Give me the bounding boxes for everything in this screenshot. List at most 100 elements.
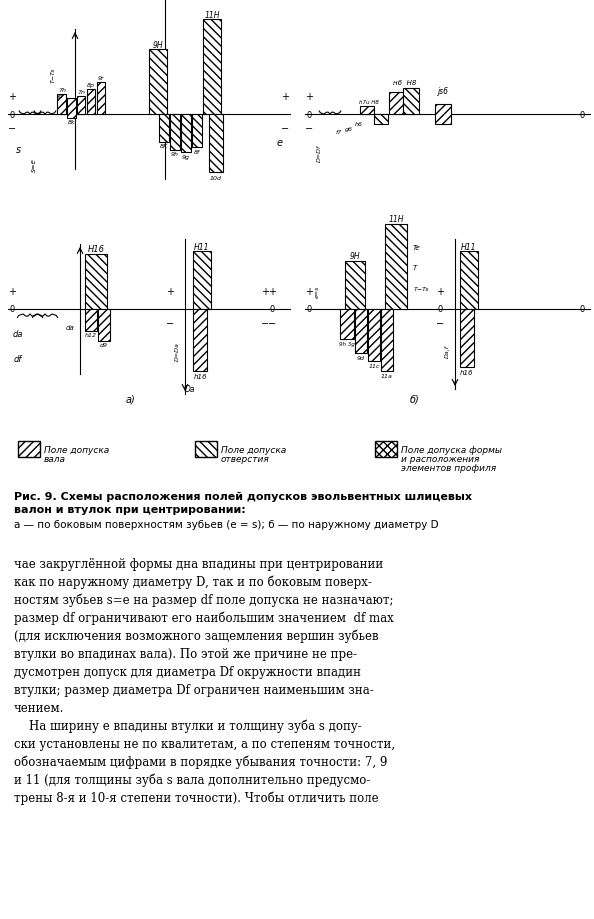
Text: da: da [65,324,74,331]
Text: 8p: 8p [87,84,95,88]
Bar [360,107,374,115]
Text: 9h: 9h [171,153,179,157]
Text: +: + [261,287,269,297]
Text: отверстия: отверстия [221,455,270,463]
Text: 8k: 8k [68,120,76,125]
Bar [403,89,419,115]
Text: T: T [413,265,417,271]
Text: Te: Te [413,244,421,251]
Bar [381,310,393,371]
Text: e: e [277,138,283,148]
Text: h7u H8: h7u H8 [359,99,379,105]
Text: а): а) [125,394,135,404]
Bar [374,115,388,125]
Text: 11H: 11H [204,10,220,19]
Bar [460,310,474,368]
Text: −: − [305,124,313,134]
Text: чением.: чением. [14,701,64,714]
Text: −: − [268,319,276,329]
Bar [355,310,367,354]
Text: а — по боковым поверхностям зубьев (е = s); б — по наружному диаметру D: а — по боковым поверхностям зубьев (е = … [14,519,438,529]
Text: 11а: 11а [381,374,393,379]
Text: −: − [8,124,16,134]
Text: df: df [14,355,22,364]
Text: Рис. 9. Схемы расположения полей допусков эвольвентных шлицевых: Рис. 9. Схемы расположения полей допуско… [14,492,472,502]
Bar [87,90,95,115]
Text: 0: 0 [307,305,312,314]
Text: e=s: e=s [314,286,320,298]
Bar [97,83,105,115]
Bar [203,20,221,115]
Text: +: + [166,287,174,297]
Text: h16: h16 [460,369,474,376]
Text: +: + [268,287,276,297]
Text: f7: f7 [336,130,342,135]
Text: +: + [281,92,289,102]
Text: −: − [436,319,444,329]
Text: T−Ts: T−Ts [50,67,55,83]
Text: +: + [8,92,16,102]
Text: 8K: 8K [160,144,168,149]
Bar [159,115,169,142]
Text: 7h: 7h [58,88,66,94]
Text: H16: H16 [87,245,105,255]
Text: валон и втулок при центрировании:: валон и втулок при центрировании: [14,505,246,515]
Text: h6: h6 [355,122,363,128]
Text: h12: h12 [85,333,97,338]
Text: g6: g6 [345,126,353,131]
Text: 9H: 9H [350,252,361,261]
Text: da: da [12,330,23,339]
Text: Поле допуска: Поле допуска [44,446,109,455]
Text: 0: 0 [10,110,15,119]
Bar [18,441,40,458]
Text: как по наружному диаметру D, так и по боковым поверх-: как по наружному диаметру D, так и по бо… [14,575,372,589]
Text: 11H: 11H [388,215,404,224]
Text: и 11 (для толщины зуба s вала дополнительно предусмо-: и 11 (для толщины зуба s вала дополнител… [14,773,371,787]
Bar [170,115,180,151]
Bar [181,115,191,153]
Text: 9d: 9d [357,356,365,361]
Text: 0: 0 [580,305,585,314]
Bar [340,310,354,340]
Bar [385,225,407,310]
Bar [435,105,451,125]
Text: размер df ограничивают его наибольшим значением  df max: размер df ограничивают его наибольшим зн… [14,611,394,625]
Bar [193,252,211,310]
Text: D=Da: D=Da [175,342,179,361]
Text: +: + [305,287,313,297]
Bar [67,99,76,119]
Bar [389,93,403,115]
Text: 0: 0 [580,110,585,119]
Bar [345,262,365,310]
Text: +: + [8,287,16,297]
Text: вала: вала [44,455,66,463]
Text: ски установлены не по квалитетам, а по степеням точности,: ски установлены не по квалитетам, а по с… [14,737,395,750]
Text: чае закруглённой формы дна впадины при центрировании: чае закруглённой формы дна впадины при ц… [14,558,383,571]
Text: −: − [261,319,269,329]
Bar [195,441,217,458]
Text: трены 8-я и 10-я степени точности). Чтобы отличить поле: трены 8-я и 10-я степени точности). Чтоб… [14,791,378,805]
Bar [192,115,202,148]
Text: 11c: 11c [368,364,380,369]
Bar [85,255,107,310]
Text: (для исключения возможного защемления вершин зубьев: (для исключения возможного защемления ве… [14,630,378,642]
Text: s=e: s=e [31,158,37,172]
Text: б): б) [410,394,420,404]
Text: дусмотрен допуск для диаметра Df окружности впадин: дусмотрен допуск для диаметра Df окружно… [14,665,361,678]
Text: 9r: 9r [97,76,105,82]
Text: h16: h16 [193,374,207,380]
Bar [375,441,397,458]
Text: элементов профиля: элементов профиля [401,463,496,472]
Text: T−Ts: T−Ts [413,287,429,292]
Text: H11: H11 [194,243,210,251]
Bar [209,115,223,173]
Text: −: − [166,319,174,329]
Text: 10d: 10d [210,176,222,180]
Text: js6: js6 [438,86,448,96]
Text: обозначаемым цифрами в порядке убывания точности: 7, 9: обозначаемым цифрами в порядке убывания … [14,755,387,768]
Text: s: s [15,145,21,154]
Text: 7n: 7n [77,90,85,96]
Text: D=Df: D=Df [317,144,321,162]
Bar [98,310,110,342]
Text: втулки во впадинах вала). По этой же причине не пре-: втулки во впадинах вала). По этой же при… [14,647,357,660]
